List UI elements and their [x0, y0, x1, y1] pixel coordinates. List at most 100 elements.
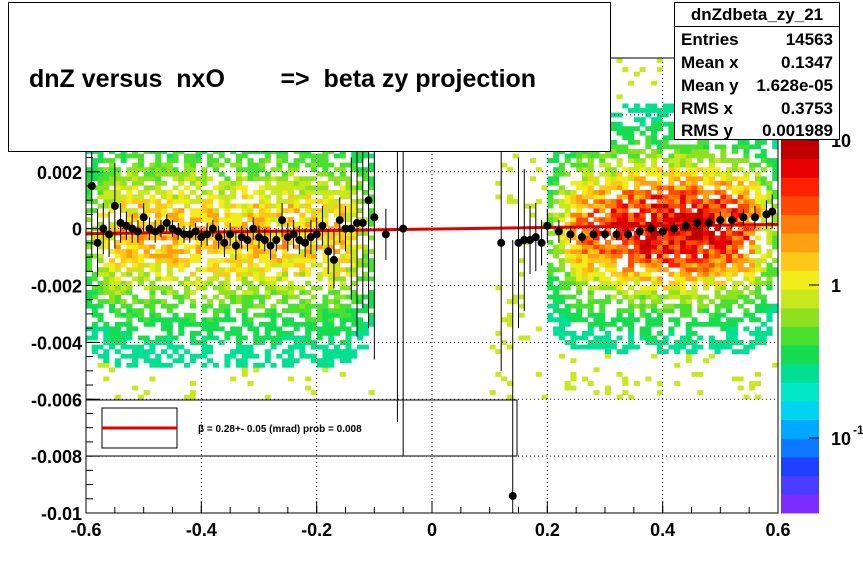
- density-cell: [264, 249, 271, 254]
- density-cell: [212, 308, 219, 314]
- density-cell: [605, 171, 612, 177]
- density-cell: [645, 167, 652, 173]
- density-cell: [241, 208, 248, 213]
- density-cell: [570, 271, 577, 277]
- density-cell: [201, 362, 208, 368]
- density-cell: [495, 180, 502, 186]
- density-cell: [558, 308, 565, 314]
- density-cell: [299, 158, 306, 163]
- density-cell: [333, 153, 341, 159]
- density-cell: [622, 144, 629, 150]
- density-cell: [322, 258, 329, 264]
- density-cell: [656, 321, 663, 327]
- density-cell: [651, 80, 658, 86]
- density-cell: [241, 290, 248, 295]
- density-cell: [639, 285, 646, 291]
- density-cell: [610, 149, 617, 154]
- density-cell: [287, 194, 294, 200]
- density-cell: [674, 276, 681, 282]
- density-cell: [656, 121, 663, 127]
- density-cell: [599, 326, 606, 332]
- data-point: [739, 213, 748, 222]
- density-cell: [610, 249, 617, 254]
- density-cell: [581, 221, 588, 227]
- density-cell: [714, 285, 721, 291]
- density-cell: [126, 335, 133, 341]
- density-cell: [160, 212, 168, 218]
- density-cell: [120, 335, 127, 341]
- density-cell: [166, 308, 173, 314]
- density-cell: [224, 180, 231, 186]
- density-cell: [351, 258, 358, 264]
- density-cell: [587, 381, 594, 386]
- density-cell: [241, 317, 248, 323]
- density-cell: [120, 303, 127, 309]
- density-cell: [316, 217, 323, 223]
- density-cell: [737, 244, 744, 250]
- density-cell: [633, 303, 640, 309]
- density-cell: [270, 249, 277, 254]
- density-cell: [593, 180, 600, 186]
- density-cell: [679, 344, 687, 350]
- data-point: [370, 213, 379, 222]
- density-cell: [506, 199, 514, 204]
- density-cell: [195, 280, 202, 286]
- density-cell: [605, 180, 612, 186]
- density-cell: [622, 185, 629, 191]
- density-cell: [310, 294, 317, 300]
- density-cell: [259, 244, 266, 250]
- density-cell: [691, 331, 698, 336]
- data-point: [133, 227, 142, 236]
- density-cell: [293, 262, 300, 268]
- density-cell: [737, 290, 744, 295]
- density-cell: [691, 167, 698, 173]
- density-cell: [241, 176, 248, 182]
- density-cell: [639, 249, 646, 254]
- density-cell: [506, 194, 514, 200]
- density-cell: [120, 312, 127, 318]
- density-cell: [547, 303, 554, 309]
- density-cell: [345, 358, 352, 364]
- density-cell: [610, 280, 617, 286]
- density-cell: [668, 235, 675, 241]
- density-cell: [103, 353, 110, 359]
- density-cell: [287, 258, 294, 264]
- density-cell: [282, 321, 289, 327]
- density-cell: [760, 199, 767, 204]
- density-cell: [120, 280, 127, 286]
- density-cell: [333, 249, 341, 254]
- density-cell: [674, 212, 681, 218]
- density-cell: [120, 158, 127, 163]
- density-cell: [345, 180, 352, 186]
- colorbar-bin: [781, 363, 819, 383]
- density-cell: [143, 285, 150, 291]
- density-cell: [132, 240, 139, 245]
- density-cell: [322, 158, 329, 163]
- density-cell: [679, 208, 687, 213]
- density-cell: [558, 285, 565, 291]
- density-cell: [720, 244, 727, 250]
- density-cell: [754, 280, 761, 286]
- density-cell: [726, 299, 733, 304]
- density-cell: [230, 221, 237, 227]
- density-cell: [137, 394, 144, 400]
- density-cell: [645, 276, 652, 282]
- density-cell: [760, 208, 767, 213]
- density-cell: [253, 212, 260, 218]
- density-cell: [645, 171, 652, 177]
- density-cell: [703, 271, 710, 277]
- density-cell: [512, 199, 519, 204]
- density-cell: [270, 230, 277, 236]
- density-cell: [720, 212, 727, 218]
- density-cell: [224, 185, 231, 191]
- density-cell: [697, 258, 704, 264]
- density-cell: [339, 358, 346, 364]
- density-cell: [114, 199, 121, 204]
- density-cell: [230, 212, 237, 218]
- density-cell: [305, 153, 312, 159]
- density-cell: [137, 162, 144, 168]
- density-cell: [328, 312, 335, 318]
- density-cell: [103, 349, 110, 355]
- density-cell: [720, 180, 727, 186]
- density-cell: [126, 208, 133, 213]
